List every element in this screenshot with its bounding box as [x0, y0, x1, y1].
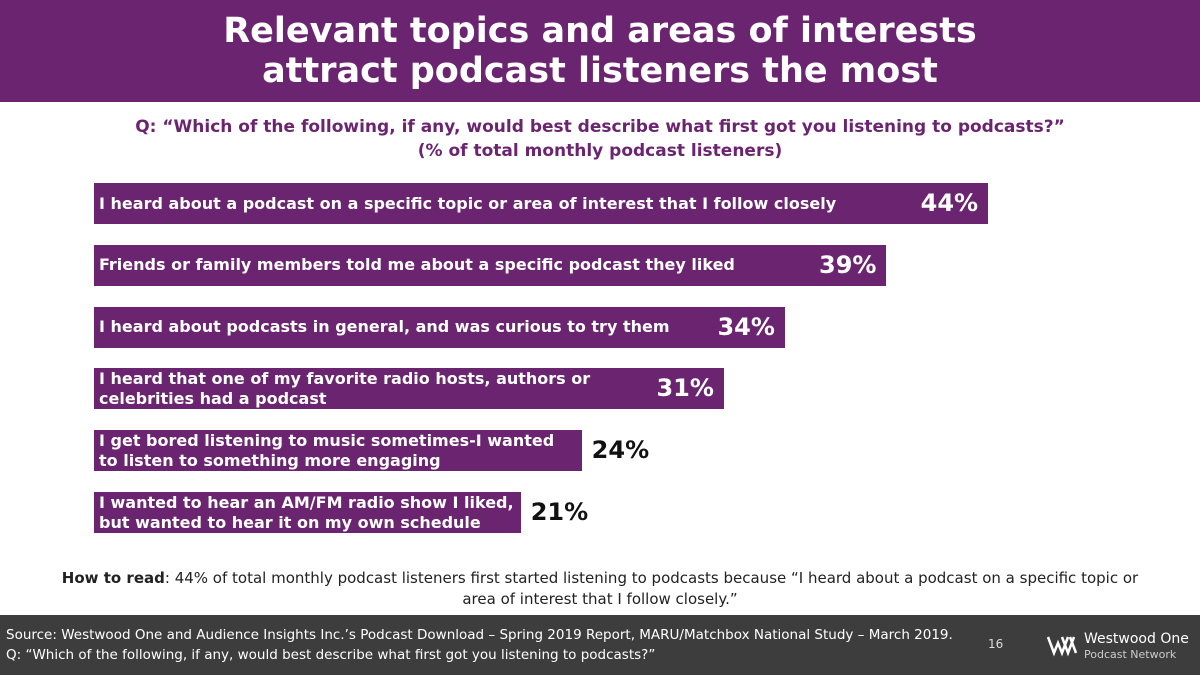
category-label: I wanted to hear an AM/FM radio show I l… — [99, 492, 514, 532]
logo-icon — [1046, 636, 1078, 657]
value-label: 24% — [591, 436, 650, 465]
how-to-read-label: How to read — [61, 569, 165, 587]
bar — [94, 244, 887, 286]
title: Relevant topics and areas of interests a… — [223, 11, 977, 91]
page-number: 16 — [988, 637, 1004, 651]
footer: Source: Westwood One and Audience Insigh… — [0, 615, 1200, 675]
category-label: I heard about podcasts in general, and w… — [99, 317, 670, 337]
category-label: Friends or family members told me about … — [99, 255, 735, 275]
bar — [94, 183, 989, 224]
question: Q: “Which of the following, if any, woul… — [135, 117, 1065, 137]
logo-sub: Podcast Network — [1084, 648, 1177, 661]
header: Relevant topics and areas of interests a… — [0, 0, 1200, 102]
source: Source: Westwood One and Audience Insigh… — [6, 627, 953, 663]
value-label: 34% — [717, 312, 775, 341]
bar — [94, 368, 724, 410]
bar — [94, 492, 521, 533]
value-label: 39% — [819, 250, 877, 279]
bar — [94, 430, 582, 472]
logo-name: Westwood One — [1084, 631, 1189, 647]
value-label: 31% — [656, 374, 714, 403]
how-to-read: How to read: 44% of total monthly podcas… — [60, 568, 1140, 610]
category-label: I heard about a podcast on a specific to… — [99, 193, 837, 213]
how-to-read-text: : 44% of total monthly podcast listeners… — [164, 569, 1139, 608]
question-note: (% of total monthly podcast listeners) — [417, 141, 783, 161]
category-label: I heard that one of my favorite radio ho… — [99, 368, 591, 408]
category-label: I get bored listening to music sometimes… — [99, 430, 555, 470]
bar — [94, 306, 785, 348]
value-label: 44% — [920, 189, 979, 217]
value-label: 21% — [530, 498, 589, 526]
